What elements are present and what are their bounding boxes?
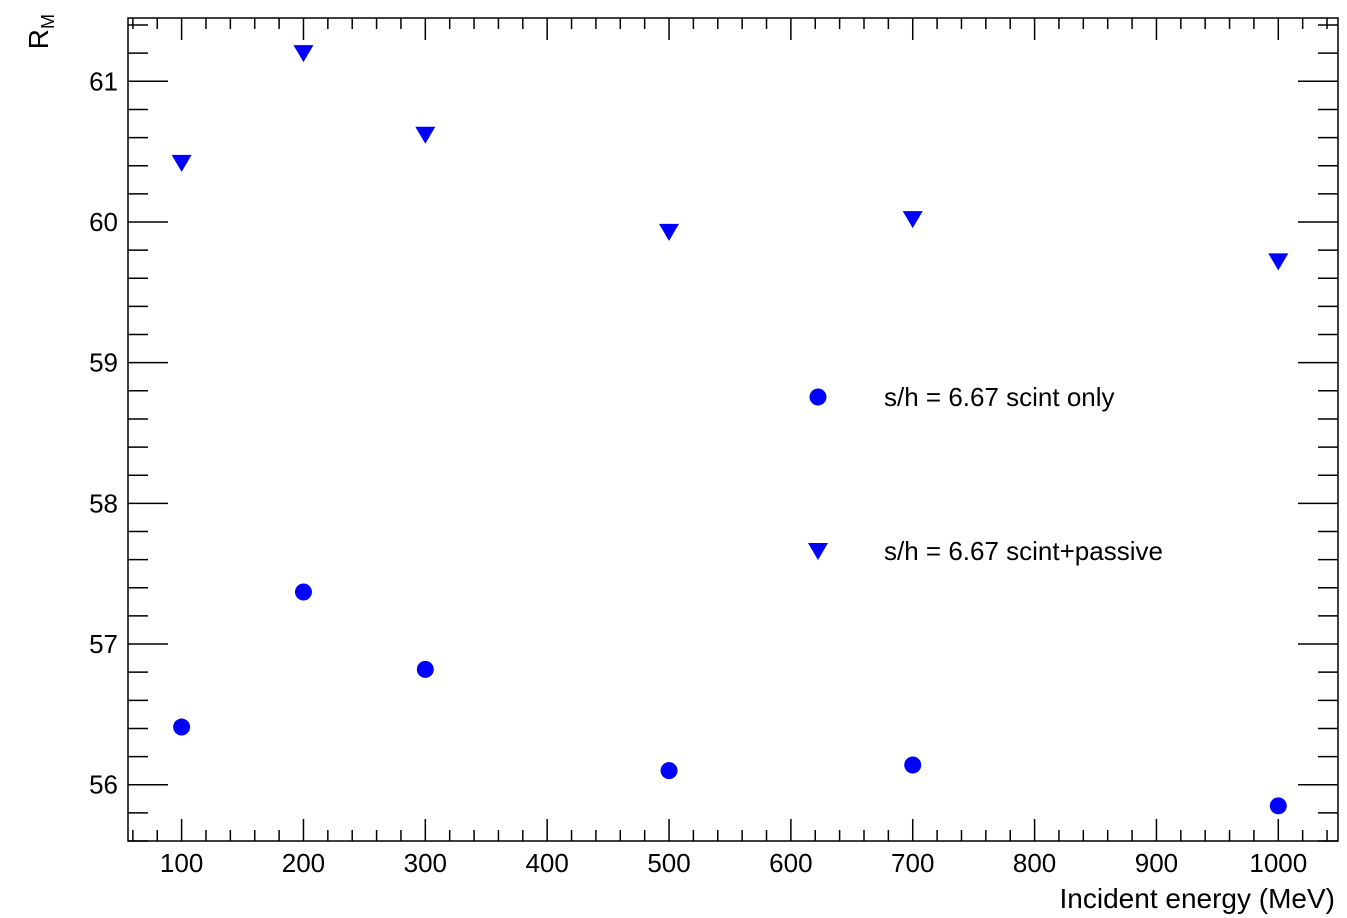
y-tick-label: 57: [89, 629, 118, 659]
data-point-circle: [173, 718, 191, 736]
plot-frame: [127, 17, 1339, 842]
data-point-triangle: [902, 211, 923, 229]
y-axis-title-sub: M: [38, 14, 58, 29]
y-tick-label: 59: [89, 348, 118, 378]
data-point-circle: [904, 756, 922, 774]
y-tick-label: 60: [89, 207, 118, 237]
legend-label: s/h = 6.67 scint+passive: [884, 536, 1163, 566]
legend-marker: [808, 543, 828, 560]
x-tick-label: 500: [647, 848, 690, 878]
data-point-circle: [294, 583, 312, 601]
legend-marker: [809, 388, 827, 406]
series-0: [173, 583, 1287, 815]
x-tick-label: 700: [891, 848, 934, 878]
data-point-triangle: [415, 126, 436, 144]
x-tick-label: 300: [404, 848, 447, 878]
data-point-circle: [1269, 797, 1287, 815]
x-tick-label: 100: [160, 848, 203, 878]
x-tick-label: 400: [525, 848, 568, 878]
data-point-triangle: [659, 223, 680, 241]
y-tick-label: 58: [89, 488, 118, 518]
x-tick-label: 900: [1135, 848, 1178, 878]
data-point-circle: [416, 660, 434, 678]
x-axis-title: Incident energy (MeV): [1060, 883, 1335, 914]
data-point-triangle: [1268, 253, 1289, 271]
y-tick-label: 61: [89, 66, 118, 96]
x-tick-label: 200: [282, 848, 325, 878]
y-axis-title-main: R: [23, 29, 54, 49]
x-tick-label: 600: [769, 848, 812, 878]
y-tick-label: 56: [89, 770, 118, 800]
data-point-triangle: [293, 45, 314, 63]
x-tick-label: 800: [1013, 848, 1056, 878]
x-tick-label: 1000: [1249, 848, 1307, 878]
data-point-triangle: [171, 154, 192, 172]
data-point-circle: [660, 762, 678, 780]
legend-label: s/h = 6.67 scint only: [884, 382, 1115, 412]
series-1: [171, 45, 1289, 271]
y-axis-title: RM: [23, 14, 58, 49]
